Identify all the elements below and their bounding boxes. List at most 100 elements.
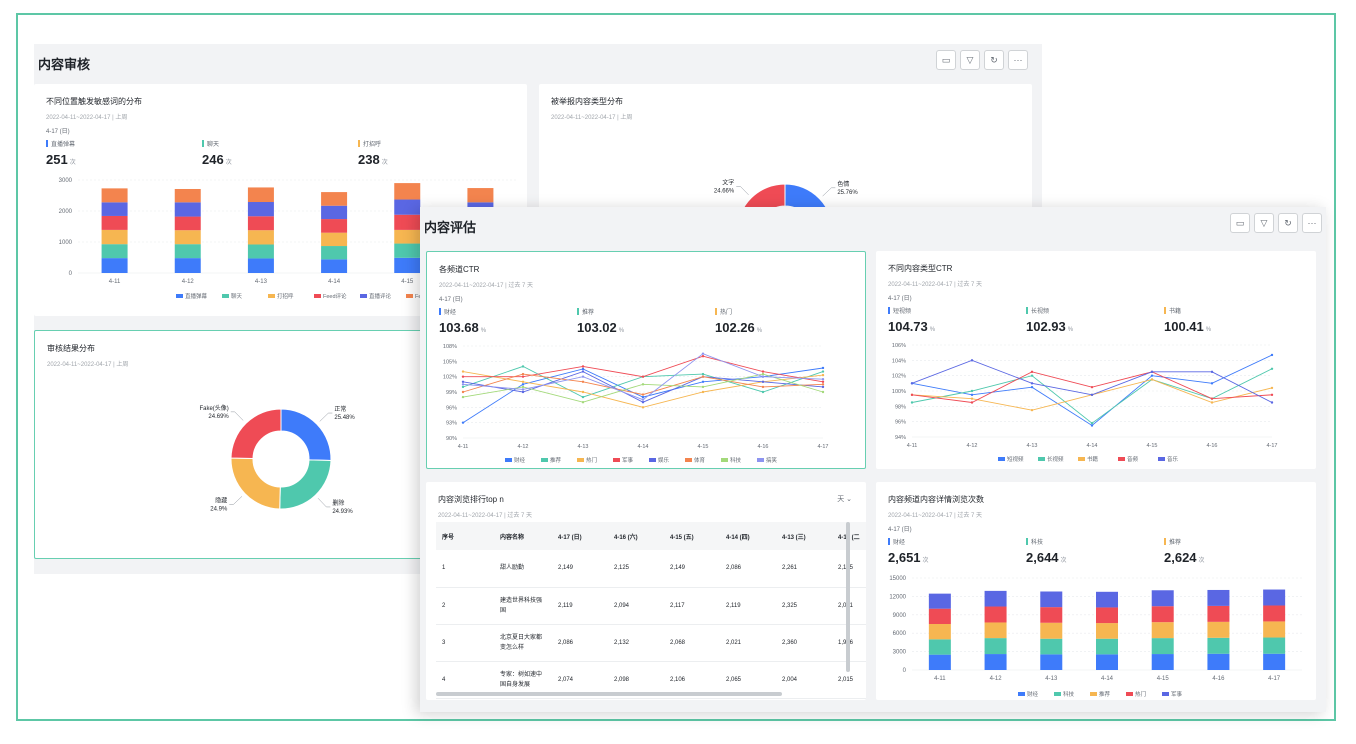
x-tick-label: 4-11	[109, 279, 121, 285]
content-name-cell: 北京夏日大家都变怎么样	[494, 624, 552, 662]
y-tick-label: 3000	[59, 178, 73, 184]
label-leader	[319, 412, 333, 422]
series-point	[821, 378, 825, 381]
x-tick-label: 4-15	[1146, 443, 1157, 449]
bar-segment	[247, 230, 274, 245]
kpi: 聊天 246 次	[202, 139, 232, 167]
slice-percent: 25.48%	[334, 415, 355, 421]
y-tick-label: 102%	[892, 374, 906, 380]
y-tick-label: 90%	[446, 436, 457, 442]
kpi: 财经 103.68%	[439, 307, 486, 335]
series-point	[761, 370, 765, 373]
series-point	[521, 388, 525, 391]
refresh-icon[interactable]: ↻	[984, 50, 1004, 70]
kpi-color-bar	[1026, 307, 1028, 314]
kpi: 科技 2,644 次	[1026, 537, 1067, 565]
table-header[interactable]: 序号	[436, 522, 494, 550]
vertical-scrollbar[interactable]	[846, 522, 850, 672]
refresh-icon[interactable]: ↻	[1278, 213, 1298, 233]
series-point	[1270, 353, 1274, 357]
save-icon[interactable]: ▭	[936, 50, 956, 70]
kpi-unit: %	[929, 327, 936, 333]
y-tick-label: 12000	[889, 594, 906, 600]
ranking-table: 序号 内容名称 4-17 (日) 4-16 (六) 4-15 (五) 4-14 …	[436, 522, 866, 699]
table-header[interactable]: 4-13 (三)	[776, 522, 832, 550]
y-tick-label: 15000	[889, 576, 906, 582]
series-point	[910, 401, 914, 404]
card-channel-ctr[interactable]: 各频道CTR 2022-04-11~2022-04-17 | 过去 7 天 4-…	[426, 251, 866, 469]
kpi-value: 2,644	[1026, 550, 1059, 565]
kpi-unit: %	[756, 328, 763, 334]
table-cell: 2,261	[776, 550, 832, 588]
table-cell: 1	[436, 550, 494, 588]
content-evaluation-dashboard: 内容评估 ▭ ▽ ↻ ··· 各频道CTR 2022-04-11~2022-04…	[420, 207, 1326, 712]
card-title: 内容浏览排行top n	[438, 495, 504, 504]
kpi-name: 长视频	[1031, 309, 1050, 315]
donut-slice	[279, 459, 332, 510]
series-point	[1270, 393, 1274, 397]
card-title: 不同位置触发敏感词的分布	[46, 97, 142, 106]
unit-select[interactable]: 天 ⌄	[837, 496, 852, 503]
table-cell: 2,086	[720, 550, 776, 588]
card-title: 不同内容类型CTR	[888, 264, 953, 273]
kpi-unit: 次	[1060, 558, 1067, 564]
series-point	[641, 393, 645, 396]
table-header-row: 序号 内容名称 4-17 (日) 4-16 (六) 4-15 (五) 4-14 …	[436, 522, 866, 550]
kpi-unit: %	[480, 328, 487, 334]
filter-icon[interactable]: ▽	[960, 50, 980, 70]
card-channel-views[interactable]: 内容频道内容详情浏览次数 2022-04-11~2022-04-17 | 过去 …	[876, 482, 1316, 700]
slice-name: Fake(头像)	[199, 404, 228, 412]
series-point	[1210, 401, 1214, 404]
bar-segment	[1040, 622, 1063, 639]
horizontal-scrollbar[interactable]	[436, 692, 782, 696]
kpi-name: 科技	[1031, 540, 1044, 546]
table-row[interactable]: 3北京夏日大家都变怎么样2,0862,1322,0682,0212,3601,9…	[436, 624, 866, 662]
more-icon[interactable]: ···	[1302, 213, 1322, 233]
more-icon[interactable]: ···	[1008, 50, 1028, 70]
table-cell: 2,117	[664, 587, 720, 625]
legend-swatch	[757, 458, 764, 462]
series-point	[581, 375, 585, 378]
table-cell: 2	[436, 587, 494, 625]
table-cell: 2,021	[720, 624, 776, 662]
label-leader	[230, 411, 244, 421]
x-tick-label: 4-15	[697, 444, 708, 450]
bar-segment	[1263, 653, 1286, 670]
card-views-ranking[interactable]: 内容浏览排行top n 2022-04-11~2022-04-17 | 过去 7…	[426, 482, 866, 700]
card-audit-result[interactable]: 审核结果分布 2022-04-11~2022-04-17 | 上周 正常 25.4…	[34, 330, 424, 559]
kpi-name: 短视频	[893, 309, 912, 315]
table-header[interactable]: 4-14 (四)	[720, 522, 776, 550]
legend-swatch	[314, 294, 321, 298]
kpi-unit: %	[1067, 327, 1074, 333]
bar-segment	[101, 244, 128, 259]
table-header[interactable]: 4-15 (五)	[664, 522, 720, 550]
card-type-ctr[interactable]: 不同内容类型CTR 2022-04-11~2022-04-17 | 过去 7 天…	[876, 251, 1316, 469]
save-icon[interactable]: ▭	[1230, 213, 1250, 233]
table-header[interactable]: 内容名称	[494, 522, 552, 550]
series-point	[581, 390, 585, 394]
series-point	[1030, 374, 1034, 377]
series-point	[821, 390, 825, 394]
table-cell: 2,125	[608, 550, 664, 588]
table-header[interactable]: 4-16 (六)	[608, 522, 664, 550]
dashboard-toolbar: ▭ ▽ ↻ ···	[1230, 213, 1322, 233]
series-point	[1210, 370, 1214, 374]
table-header[interactable]: 4-17 (日)	[552, 522, 608, 550]
bar-segment	[1207, 589, 1230, 606]
series-point	[521, 390, 525, 394]
filter-icon[interactable]: ▽	[1254, 213, 1274, 233]
series-point	[1270, 386, 1274, 390]
table-cell: 2,119	[720, 587, 776, 625]
kpi: 打招呼 238 次	[358, 139, 388, 167]
series-point	[761, 375, 765, 378]
series-point	[521, 380, 525, 383]
x-tick-label: 4-12	[966, 443, 977, 449]
legend-swatch	[1158, 457, 1165, 461]
bar-segment	[394, 257, 421, 273]
series-point	[701, 352, 705, 355]
legend-label: 军事	[1171, 690, 1183, 698]
series-point	[1030, 408, 1034, 412]
label-leader	[229, 496, 243, 505]
